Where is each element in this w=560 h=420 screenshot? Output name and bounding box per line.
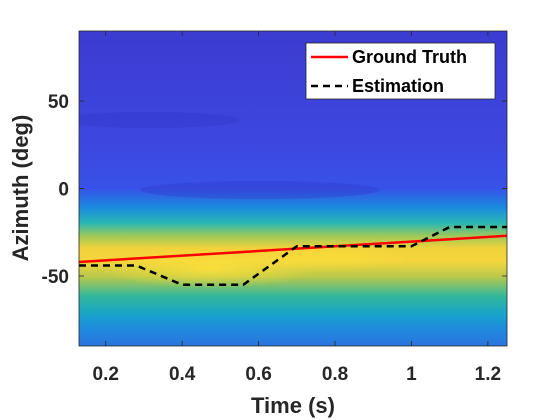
x-axis-ticks: 0.2 0.4 0.6 0.8 1 1.2 bbox=[93, 31, 501, 385]
x-tick-label: 0.4 bbox=[169, 364, 196, 385]
x-tick-label: 0.2 bbox=[93, 364, 119, 385]
x-tick-label: 1.2 bbox=[475, 364, 501, 385]
legend: Ground Truth Estimation bbox=[305, 42, 496, 100]
y-axis-label: Azimuth (deg) bbox=[8, 115, 33, 262]
legend-label-ground-truth: Ground Truth bbox=[352, 47, 467, 67]
y-tick-label: 0 bbox=[58, 180, 69, 201]
x-tick-label: 0.6 bbox=[245, 364, 271, 385]
legend-label-estimation: Estimation bbox=[352, 76, 444, 96]
series-line-estimation bbox=[79, 225, 507, 286]
data-lines bbox=[79, 225, 507, 286]
y-tick-label: -50 bbox=[42, 267, 69, 288]
y-tick-label: 50 bbox=[48, 92, 69, 113]
x-tick-label: 1 bbox=[406, 364, 417, 385]
x-axis-label: Time (s) bbox=[251, 393, 335, 418]
legend-box bbox=[305, 42, 496, 100]
y-axis-ticks: 50 0 -50 bbox=[42, 92, 507, 288]
x-tick-label: 0.8 bbox=[322, 364, 348, 385]
